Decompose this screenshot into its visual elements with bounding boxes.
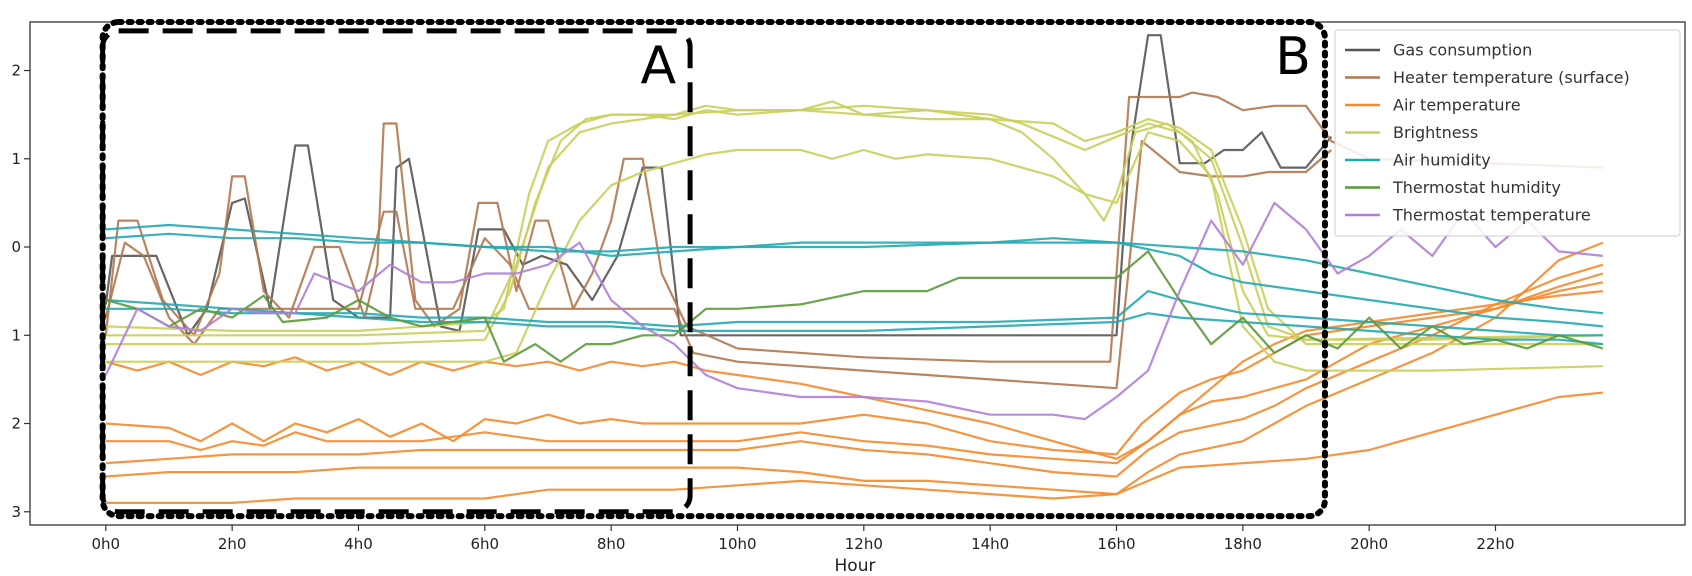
y-tick-label: 2 — [11, 415, 21, 433]
series-line-air_temp — [105, 391, 1604, 504]
series-line-thermostat_humidity — [105, 250, 1604, 363]
x-tick-label: 18h0 — [1224, 535, 1262, 553]
legend-box — [1334, 29, 1681, 237]
y-tick-label: 0 — [11, 238, 21, 256]
series-line-air_humidity — [105, 290, 1603, 337]
legend-label: Brightness — [1393, 123, 1478, 142]
x-tick-label: 20h0 — [1350, 535, 1388, 553]
x-tick-label: 22h0 — [1476, 535, 1514, 553]
y-tick-label: 1 — [11, 326, 21, 344]
region-a-box — [100, 28, 693, 515]
y-tick-label: 3 — [11, 503, 21, 521]
series-line-air_humidity — [105, 223, 1604, 315]
legend-label: Thermostat humidity — [1392, 178, 1561, 197]
x-tick-label: 8h0 — [597, 535, 626, 553]
legend-label: Heater temperature (surface) — [1393, 68, 1630, 87]
legend-label: Air temperature — [1393, 96, 1521, 115]
x-axis-label: Hour — [835, 556, 876, 576]
legend-label: Air humidity — [1393, 151, 1491, 170]
x-tick-label: 6h0 — [471, 535, 500, 553]
series-line-heater — [104, 91, 1603, 363]
region-b-label: B — [1275, 27, 1311, 87]
legend: Gas consumption Heater temperature (surfa… — [1334, 29, 1681, 237]
x-tick-label: 10h0 — [718, 535, 756, 553]
series-line-air_temp — [105, 241, 1604, 496]
series-line-brightness — [105, 109, 1603, 341]
series-line-brightness — [105, 131, 1603, 372]
region-b-box — [99, 19, 1328, 520]
y-axis: 2 1 0 1 2 3 — [11, 62, 30, 521]
x-axis: 0h0 2h0 4h0 6h0 8h0 10h0 12h0 14h0 16h0 18h0 20h0 2… — [92, 525, 1515, 553]
legend-label: Thermostat temperature — [1392, 206, 1591, 225]
series-line-air_humidity — [105, 232, 1604, 328]
x-tick-label: 0h0 — [92, 535, 121, 553]
series-line-air_humidity — [105, 307, 1604, 346]
x-tick-label: 16h0 — [1097, 535, 1135, 553]
legend-label: Gas consumption — [1393, 41, 1532, 60]
series-line-brightness — [105, 104, 1603, 346]
series-line-thermostat_temp — [104, 201, 1604, 421]
series-line-air_temp — [105, 281, 1604, 465]
y-tick-label: 1 — [11, 150, 21, 168]
x-tick-label: 12h0 — [845, 535, 883, 553]
x-tick-label: 14h0 — [971, 535, 1009, 553]
x-tick-label: 4h0 — [344, 535, 373, 553]
y-tick-label: 2 — [11, 62, 21, 80]
x-tick-label: 2h0 — [218, 535, 247, 553]
region-a-label: A — [641, 36, 677, 96]
